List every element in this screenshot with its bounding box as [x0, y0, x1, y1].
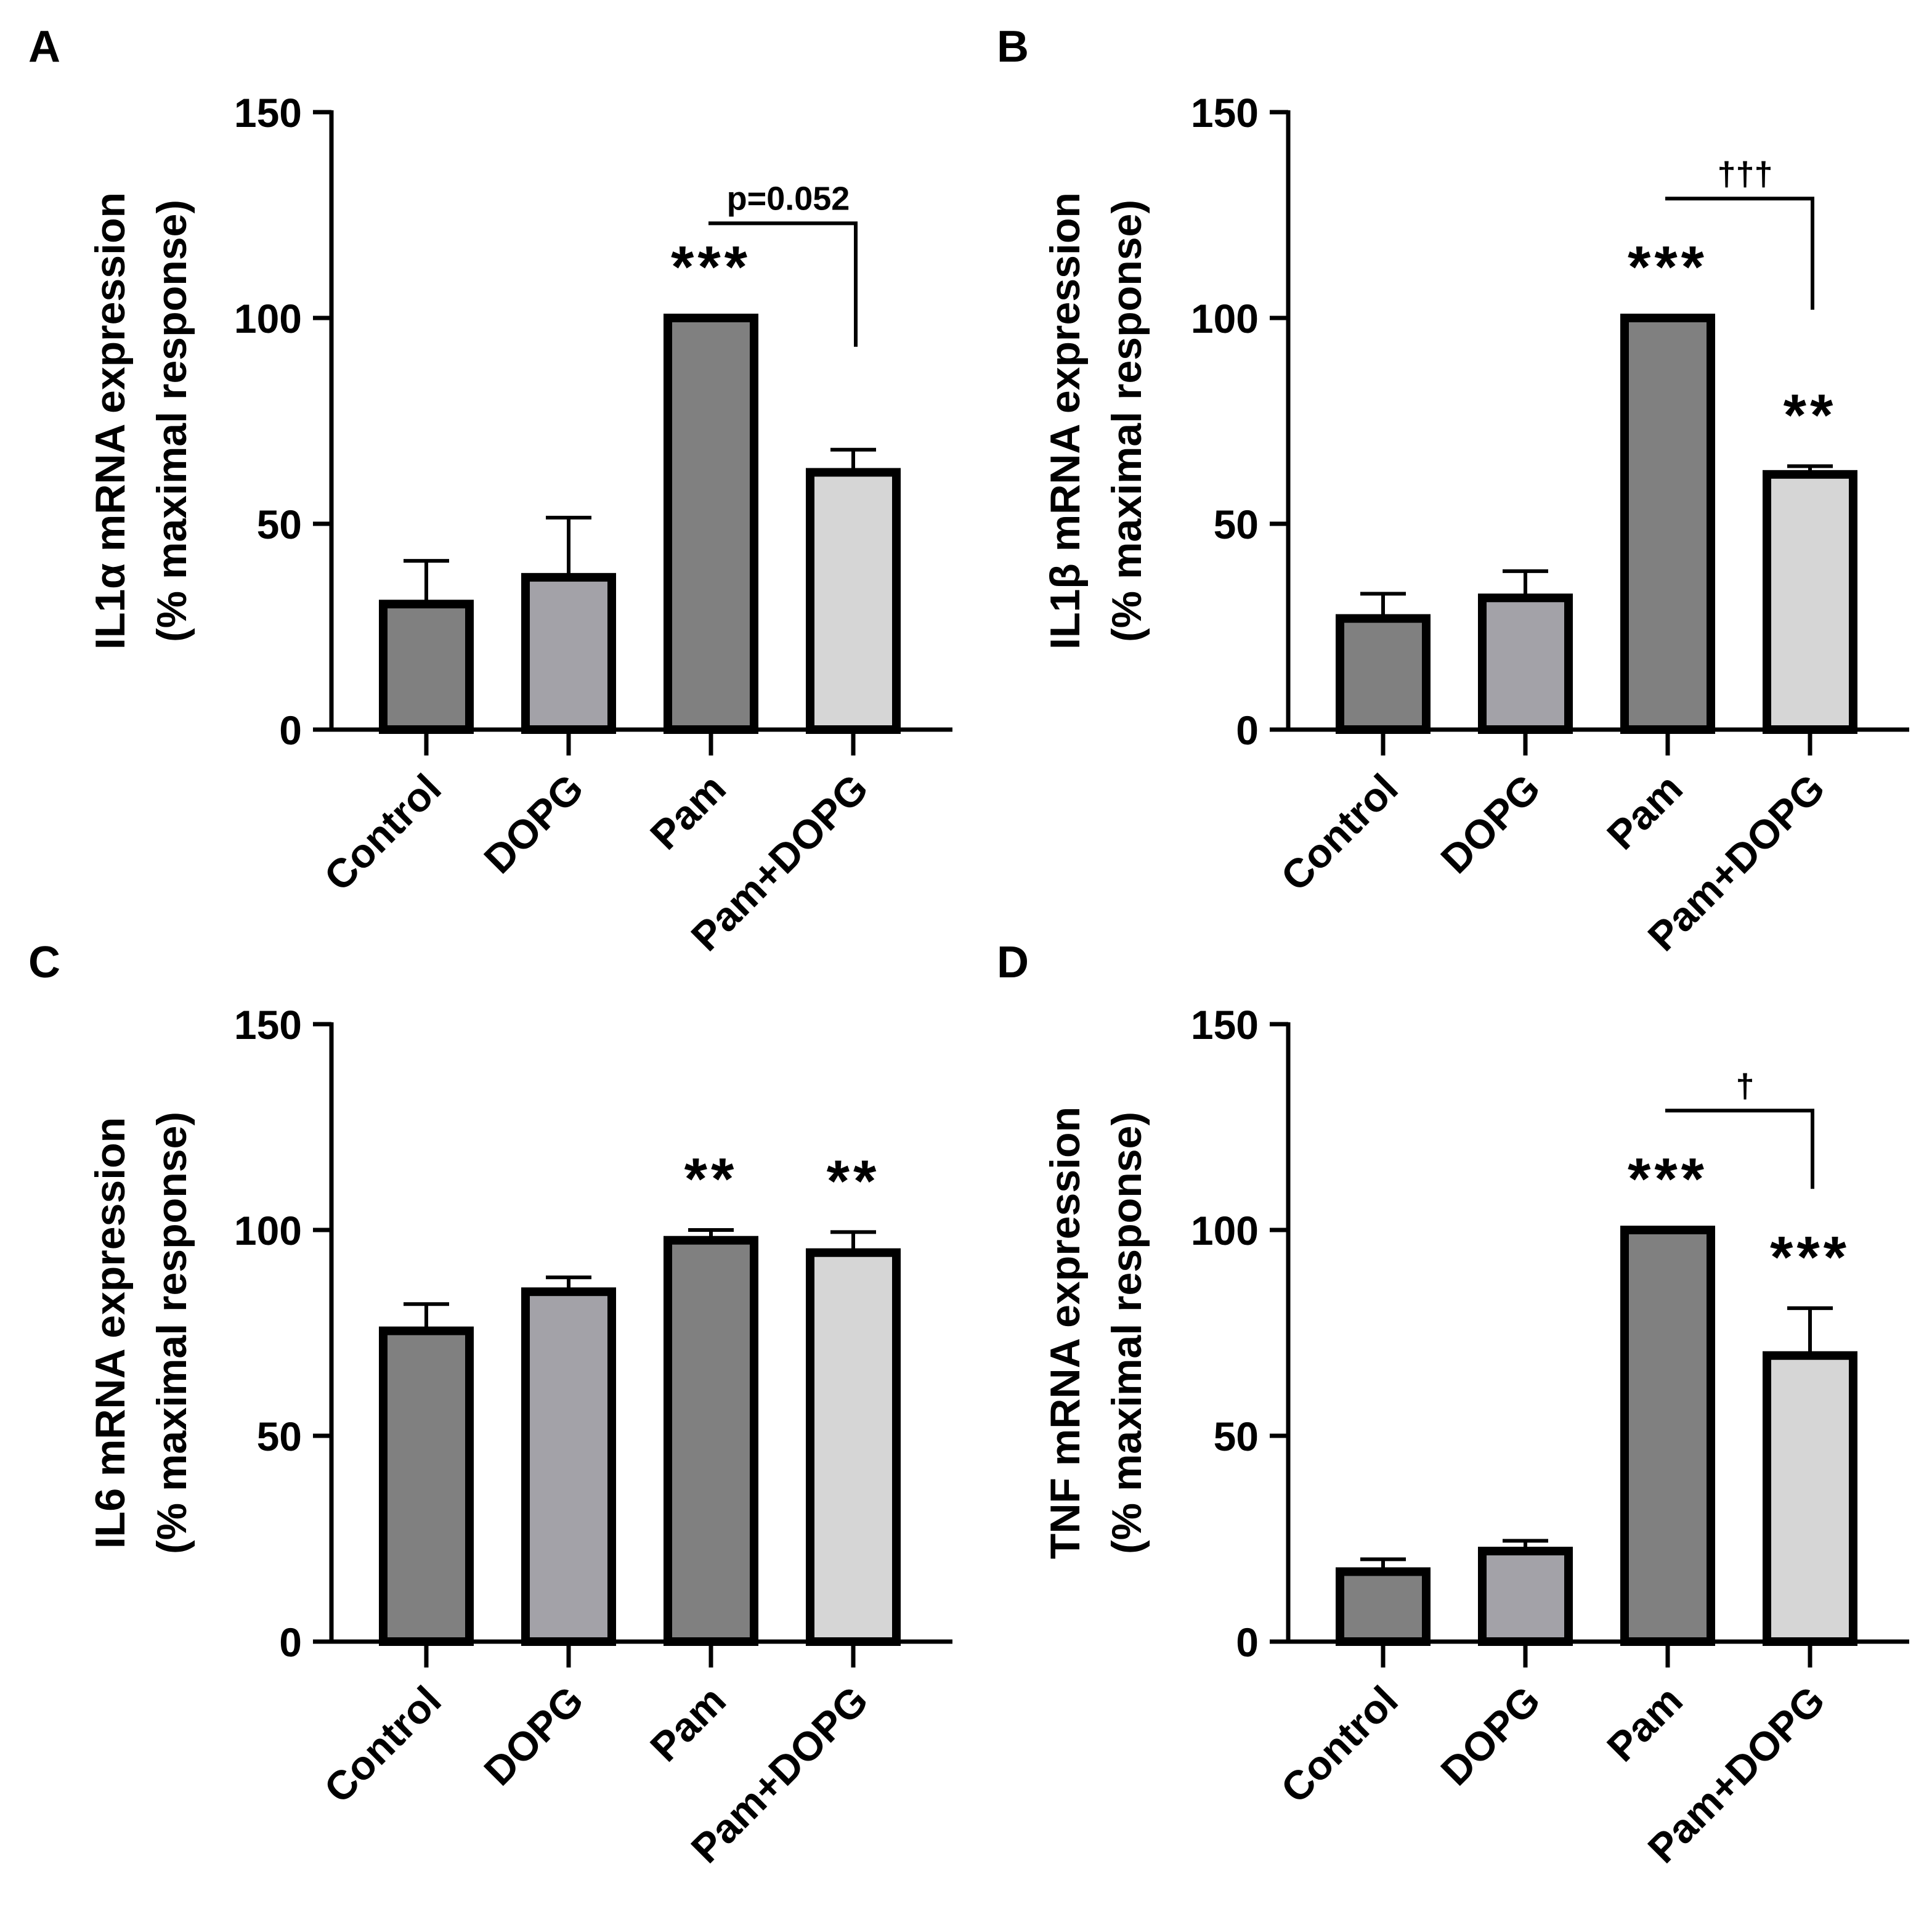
- y-tick-label: 100: [234, 1208, 302, 1253]
- bar: [1620, 1226, 1715, 1646]
- x-tick-label: Pam: [641, 765, 734, 858]
- y-axis-title: IL1β mRNA expression: [1042, 192, 1089, 649]
- x-tick-label: DOPG: [475, 1677, 592, 1794]
- y-tick-label: 0: [1236, 707, 1259, 753]
- bar: [1620, 314, 1715, 734]
- comparison-bracket: [708, 221, 858, 347]
- panel-label: D: [997, 938, 1029, 987]
- y-axis-subtitle: (% maximal response): [148, 1112, 195, 1554]
- comparison-label: p=0.052: [727, 180, 850, 217]
- bar: [806, 1248, 901, 1646]
- x-tick-label: Control: [1272, 765, 1406, 900]
- significance-stars: **: [684, 1146, 738, 1212]
- y-tick-label: 150: [234, 1002, 302, 1048]
- significance-stars: ***: [671, 234, 751, 300]
- significance-stars: **: [827, 1148, 880, 1214]
- y-axis-title: IL6 mRNA expression: [87, 1117, 134, 1549]
- comparison-bracket: [1665, 197, 1814, 310]
- bar: [521, 1287, 616, 1646]
- y-tick-label: 100: [1191, 296, 1259, 341]
- significance-stars: ***: [1628, 1146, 1708, 1212]
- y-tick-label: 0: [279, 707, 302, 753]
- panel-label: A: [28, 22, 60, 71]
- bar: [521, 572, 616, 735]
- panel-label: C: [28, 938, 60, 987]
- y-tick-label: 50: [257, 1414, 302, 1459]
- y-axis-title: IL1α mRNA expression: [87, 192, 134, 649]
- bar: [1336, 614, 1431, 735]
- y-tick-label: 150: [1191, 90, 1259, 136]
- y-tick-label: 50: [1214, 502, 1259, 547]
- comparison-label: †: [1735, 1067, 1754, 1104]
- x-tick-label: Pam: [1598, 1677, 1691, 1770]
- y-tick-label: 0: [1236, 1619, 1259, 1665]
- y-tick-label: 50: [257, 502, 302, 547]
- panel-d: D TNF mRNA expression (% maximal response)…: [997, 938, 1909, 1871]
- bar: [1336, 1567, 1431, 1646]
- significance-stars: ***: [1770, 1224, 1850, 1290]
- panel-a: A IL1α mRNA expression (% maximal response…: [28, 22, 952, 959]
- panel-c: C IL6 mRNA expression (% maximal response)…: [28, 938, 952, 1871]
- y-tick-label: 100: [1191, 1208, 1259, 1253]
- x-tick-label: Control: [315, 1677, 450, 1812]
- comparison-label: †††: [1717, 155, 1772, 192]
- bar: [1763, 1351, 1857, 1646]
- x-tick-label: DOPG: [1432, 1677, 1549, 1794]
- y-axis-subtitle: (% maximal response): [1103, 1112, 1150, 1554]
- comparison-bracket: [1665, 1109, 1814, 1189]
- y-tick-label: 150: [1191, 1002, 1259, 1048]
- bar: [664, 1236, 758, 1646]
- y-tick-label: 100: [234, 296, 302, 341]
- y-tick-label: 50: [1214, 1414, 1259, 1459]
- bar: [1763, 470, 1857, 735]
- bar: [1478, 593, 1573, 734]
- y-axis-subtitle: (% maximal response): [148, 200, 195, 642]
- x-tick-label: DOPG: [475, 765, 592, 882]
- bar: [806, 468, 901, 734]
- panel-b: B IL1β mRNA expression (% maximal response…: [997, 22, 1909, 959]
- bar: [664, 314, 758, 734]
- y-tick-label: 150: [234, 90, 302, 136]
- bar: [379, 1326, 474, 1646]
- panel-label: B: [997, 22, 1029, 71]
- bar: [379, 600, 474, 735]
- x-tick-label: Pam: [641, 1677, 734, 1770]
- y-axis-title: TNF mRNA expression: [1042, 1107, 1089, 1559]
- y-axis-subtitle: (% maximal response): [1103, 200, 1150, 642]
- y-tick-label: 0: [279, 1619, 302, 1665]
- x-tick-label: Pam: [1598, 765, 1691, 858]
- bar: [1478, 1547, 1573, 1647]
- x-tick-label: Control: [315, 765, 450, 900]
- significance-stars: ***: [1628, 234, 1708, 300]
- x-tick-label: Control: [1272, 1677, 1406, 1812]
- significance-stars: **: [1784, 382, 1837, 448]
- x-tick-label: DOPG: [1432, 765, 1549, 882]
